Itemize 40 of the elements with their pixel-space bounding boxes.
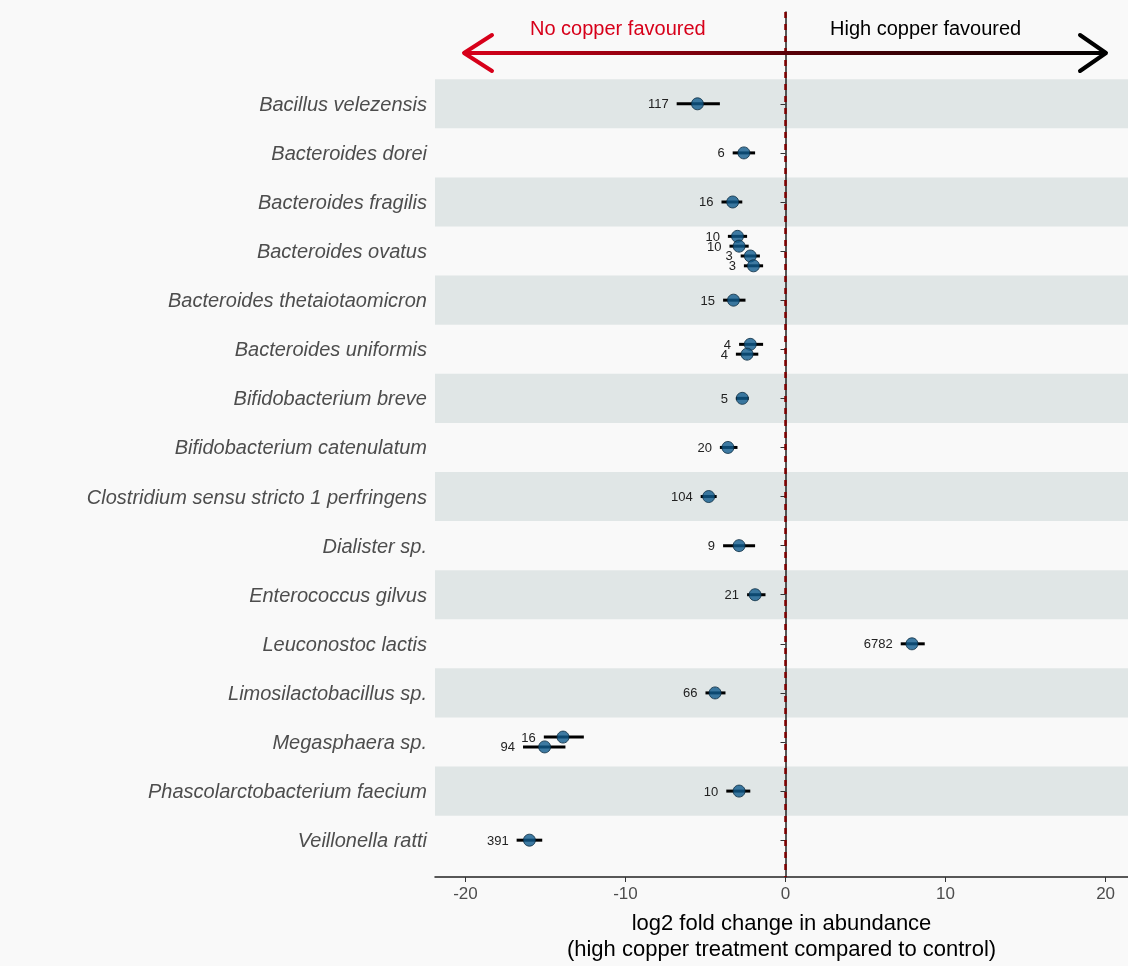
y-tick-label: Bacteroides thetaiotaomicron <box>167 289 427 312</box>
y-tick-label: Clostridium sensu stricto 1 perfringens <box>86 485 427 508</box>
annotation: 10 <box>703 783 719 799</box>
x-tick-label: 0 <box>780 884 791 903</box>
annotation: 16 <box>699 194 714 210</box>
y-tick-label: Bacteroides uniformis <box>234 338 427 361</box>
y-tick-label: Dialister sp. <box>322 534 427 557</box>
y-tick-label: Bifidobacterium catenulatum <box>174 436 427 459</box>
y-tick-label: Phascolarctobacterium faecium <box>147 780 427 803</box>
y-tick-label: Limosilactobacillus sp. <box>228 681 427 704</box>
annotation: 6 <box>717 145 725 161</box>
annotation: 21 <box>724 587 740 603</box>
x-tick-label: -20 <box>453 884 478 903</box>
annotation: 5 <box>720 390 728 406</box>
text: No copper favoured <box>530 17 706 39</box>
annotation: 6782 <box>863 636 893 652</box>
x-tick-label: -10 <box>613 884 638 903</box>
y-tick-label: Bacteroides ovatus <box>256 240 427 263</box>
y-tick-label: Leuconostoc lactis <box>262 632 427 655</box>
y-tick-label: Bifidobacterium breve <box>233 387 427 410</box>
annotation: 15 <box>700 292 716 308</box>
annotation: 391 <box>486 832 509 848</box>
x-axis-title: log2 fold change in abundance (high copper treatment compared to control) <box>566 909 997 961</box>
y-tick-label: Megasphaera sp. <box>272 731 427 753</box>
annotation: 4 <box>720 346 728 362</box>
y-tick-label: Enterococcus gilvus <box>249 583 427 606</box>
text: High copper favoured <box>830 17 1022 39</box>
y-tick-label: Veillonella ratti <box>297 829 428 852</box>
annotation: 16 <box>521 729 536 745</box>
y-tick-label: Bacillus velezensis <box>259 92 427 115</box>
annotation: 117 <box>647 96 669 112</box>
x-tick-label: 10 <box>936 884 956 903</box>
annotation: 94 <box>500 739 516 755</box>
y-tick-label: Bacteroides fragilis <box>258 190 427 213</box>
annotation: 9 <box>707 538 716 554</box>
annotation: 20 <box>697 439 712 455</box>
annotation: 66 <box>683 685 698 701</box>
y-tick-label: Bacteroides dorei <box>271 141 428 164</box>
annotation: 104 <box>670 489 693 505</box>
x-tick-label: 20 <box>1096 884 1116 903</box>
